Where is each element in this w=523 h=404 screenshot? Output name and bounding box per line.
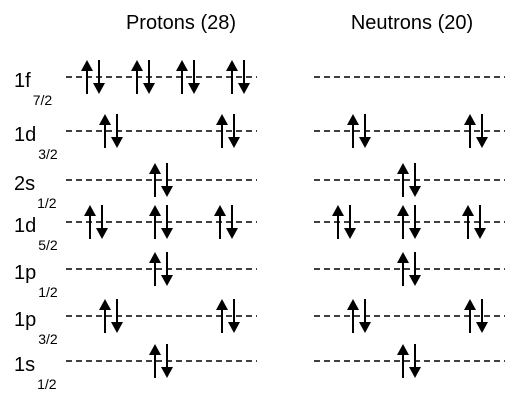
level-label-1s1/2: 1s1/2 (14, 354, 57, 392)
protons-title: Protons (28) (126, 12, 236, 34)
level-label-1p3/2: 1p3/2 (14, 309, 58, 347)
level-label-1f7/2: 1f7/2 (14, 70, 52, 108)
level-label-2s1/2: 2s1/2 (14, 173, 57, 211)
level-label-1d3/2: 1d3/2 (14, 124, 58, 162)
level-label-1d5/2: 1d5/2 (14, 215, 58, 253)
protons-spin-down-arrow (143, 60, 155, 94)
level-label-1p1/2: 1p1/2 (14, 262, 58, 300)
protons-spin-down-arrow (93, 60, 105, 94)
neutrons-spin-up-arrow (462, 205, 474, 239)
protons-spin-up-arrow (214, 205, 226, 239)
neutrons-spin-up-arrow (332, 205, 344, 239)
protons-spin-up-arrow (84, 205, 96, 239)
level-labels: 1f7/2 1d3/2 2s1/2 1d5/2 1p1/2 1p3/2 1s1/… (14, 70, 58, 392)
levels-layer (66, 60, 505, 378)
neutrons-title: Neutrons (20) (351, 12, 473, 34)
